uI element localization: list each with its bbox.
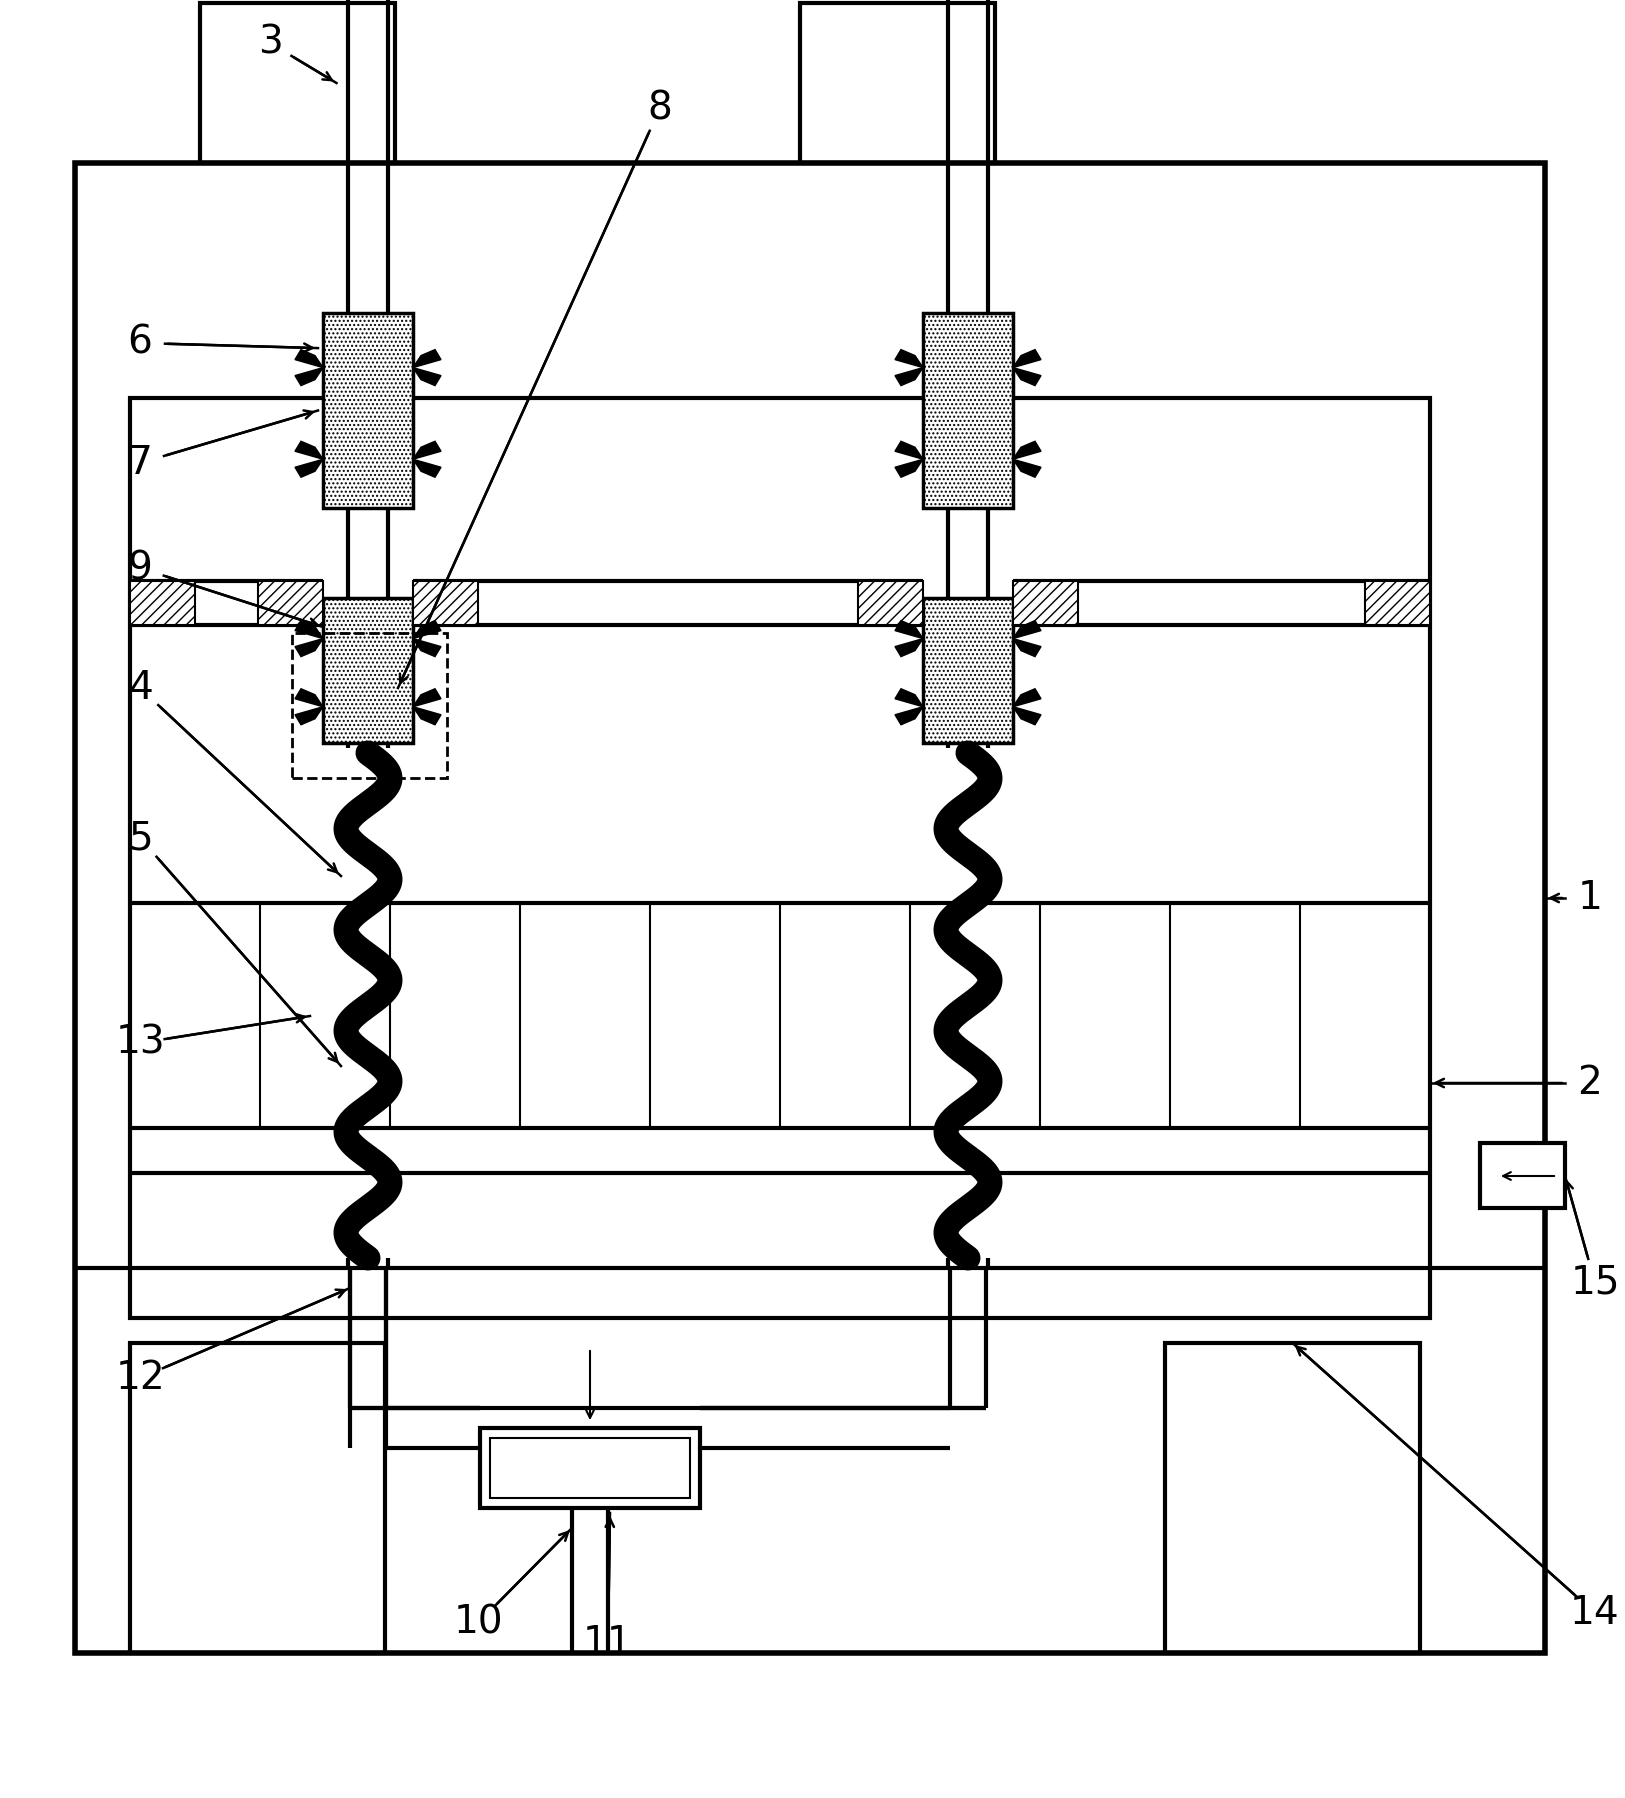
Bar <box>923 599 1012 743</box>
Polygon shape <box>1012 638 1042 656</box>
Polygon shape <box>1012 441 1042 458</box>
Bar <box>1012 581 1077 626</box>
Text: 9: 9 <box>127 548 153 586</box>
Polygon shape <box>895 689 923 707</box>
Bar <box>292 633 447 779</box>
Polygon shape <box>413 707 440 725</box>
Polygon shape <box>895 707 923 725</box>
Polygon shape <box>296 689 323 707</box>
Bar <box>130 1343 385 1652</box>
Polygon shape <box>1012 458 1042 476</box>
Bar <box>130 581 195 626</box>
Polygon shape <box>895 441 923 458</box>
Bar <box>413 581 478 626</box>
Polygon shape <box>895 458 923 476</box>
Bar <box>323 313 413 509</box>
Polygon shape <box>1012 707 1042 725</box>
Text: 10: 10 <box>453 1604 502 1642</box>
Polygon shape <box>413 441 440 458</box>
Text: 13: 13 <box>115 1025 164 1063</box>
Polygon shape <box>895 638 923 656</box>
Polygon shape <box>895 620 923 638</box>
Text: 15: 15 <box>1570 1264 1620 1302</box>
Polygon shape <box>413 367 440 385</box>
Polygon shape <box>895 367 923 385</box>
Polygon shape <box>1012 367 1042 385</box>
Polygon shape <box>413 458 440 476</box>
Polygon shape <box>413 620 440 638</box>
Bar <box>1480 1144 1565 1208</box>
Bar <box>200 4 395 164</box>
Polygon shape <box>296 707 323 725</box>
Polygon shape <box>413 638 440 656</box>
Text: 4: 4 <box>128 669 153 707</box>
Bar <box>75 164 1545 1652</box>
Text: 5: 5 <box>128 820 153 858</box>
Text: 12: 12 <box>115 1359 164 1397</box>
Text: 14: 14 <box>1570 1595 1620 1633</box>
Text: 3: 3 <box>258 23 283 61</box>
Bar <box>130 397 1430 1318</box>
Polygon shape <box>1012 689 1042 707</box>
Bar <box>258 581 323 626</box>
Polygon shape <box>296 620 323 638</box>
Text: 2: 2 <box>1578 1064 1602 1102</box>
Text: 8: 8 <box>648 88 673 128</box>
Polygon shape <box>296 349 323 367</box>
Bar <box>858 581 923 626</box>
Polygon shape <box>296 638 323 656</box>
Text: 6: 6 <box>127 324 153 361</box>
Polygon shape <box>413 689 440 707</box>
Polygon shape <box>1012 620 1042 638</box>
Polygon shape <box>296 441 323 458</box>
Text: 1: 1 <box>1578 879 1602 917</box>
Polygon shape <box>895 349 923 367</box>
Polygon shape <box>296 367 323 385</box>
Bar <box>323 599 413 743</box>
Bar <box>1165 1343 1420 1652</box>
Bar <box>491 1438 691 1498</box>
Bar <box>923 313 1012 509</box>
Polygon shape <box>413 349 440 367</box>
Bar <box>479 1428 700 1509</box>
Text: 7: 7 <box>127 444 153 482</box>
Bar <box>800 4 994 164</box>
Polygon shape <box>296 458 323 476</box>
Text: 11: 11 <box>583 1624 632 1661</box>
Polygon shape <box>1012 349 1042 367</box>
Bar <box>1365 581 1430 626</box>
